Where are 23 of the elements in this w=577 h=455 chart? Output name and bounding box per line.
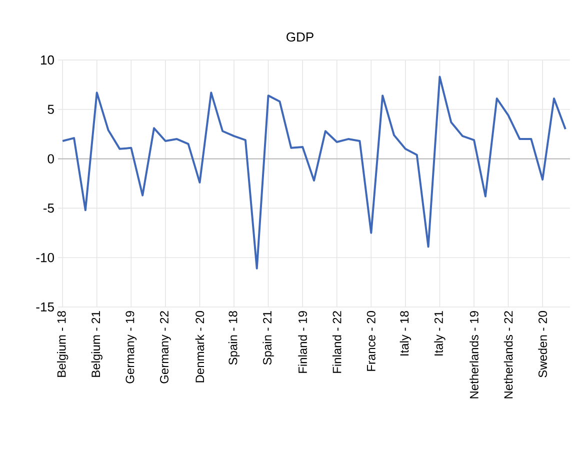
x-tick-label: Netherlands - 22	[504, 311, 513, 398]
x-tick-label: Finland - 19	[298, 311, 307, 373]
x-tick-label: Belgium - 21	[91, 311, 102, 377]
x-tick-label: Denmark - 20	[195, 311, 204, 382]
y-tick-label: 0	[48, 154, 54, 164]
y-tick-label: -15	[36, 302, 54, 312]
x-tick-label: Italy - 18	[400, 311, 412, 356]
x-tick-label: Finland - 22	[332, 311, 342, 373]
x-tick-label: Belgium - 18	[56, 311, 68, 377]
line-series	[62, 76, 566, 270]
x-tick-label: France - 20	[366, 311, 376, 371]
x-tick-label: Spain - 21	[262, 311, 274, 365]
x-tick-label: Germany - 22	[160, 311, 171, 384]
y-tick-label: 5	[48, 104, 54, 114]
chart-title: GDP	[286, 32, 314, 42]
y-tick-label: -10	[36, 252, 54, 262]
y-tick-label: -5	[43, 204, 54, 213]
y-tick-label: 10	[41, 55, 54, 65]
x-tick-label: Sweden - 20	[538, 311, 547, 378]
x-tick-label: Italy - 21	[434, 311, 446, 356]
x-tick-label: Spain - 18	[228, 311, 240, 365]
x-tick-label: Germany - 19	[126, 311, 137, 384]
x-tick-label: Netherlands - 19	[470, 311, 478, 398]
